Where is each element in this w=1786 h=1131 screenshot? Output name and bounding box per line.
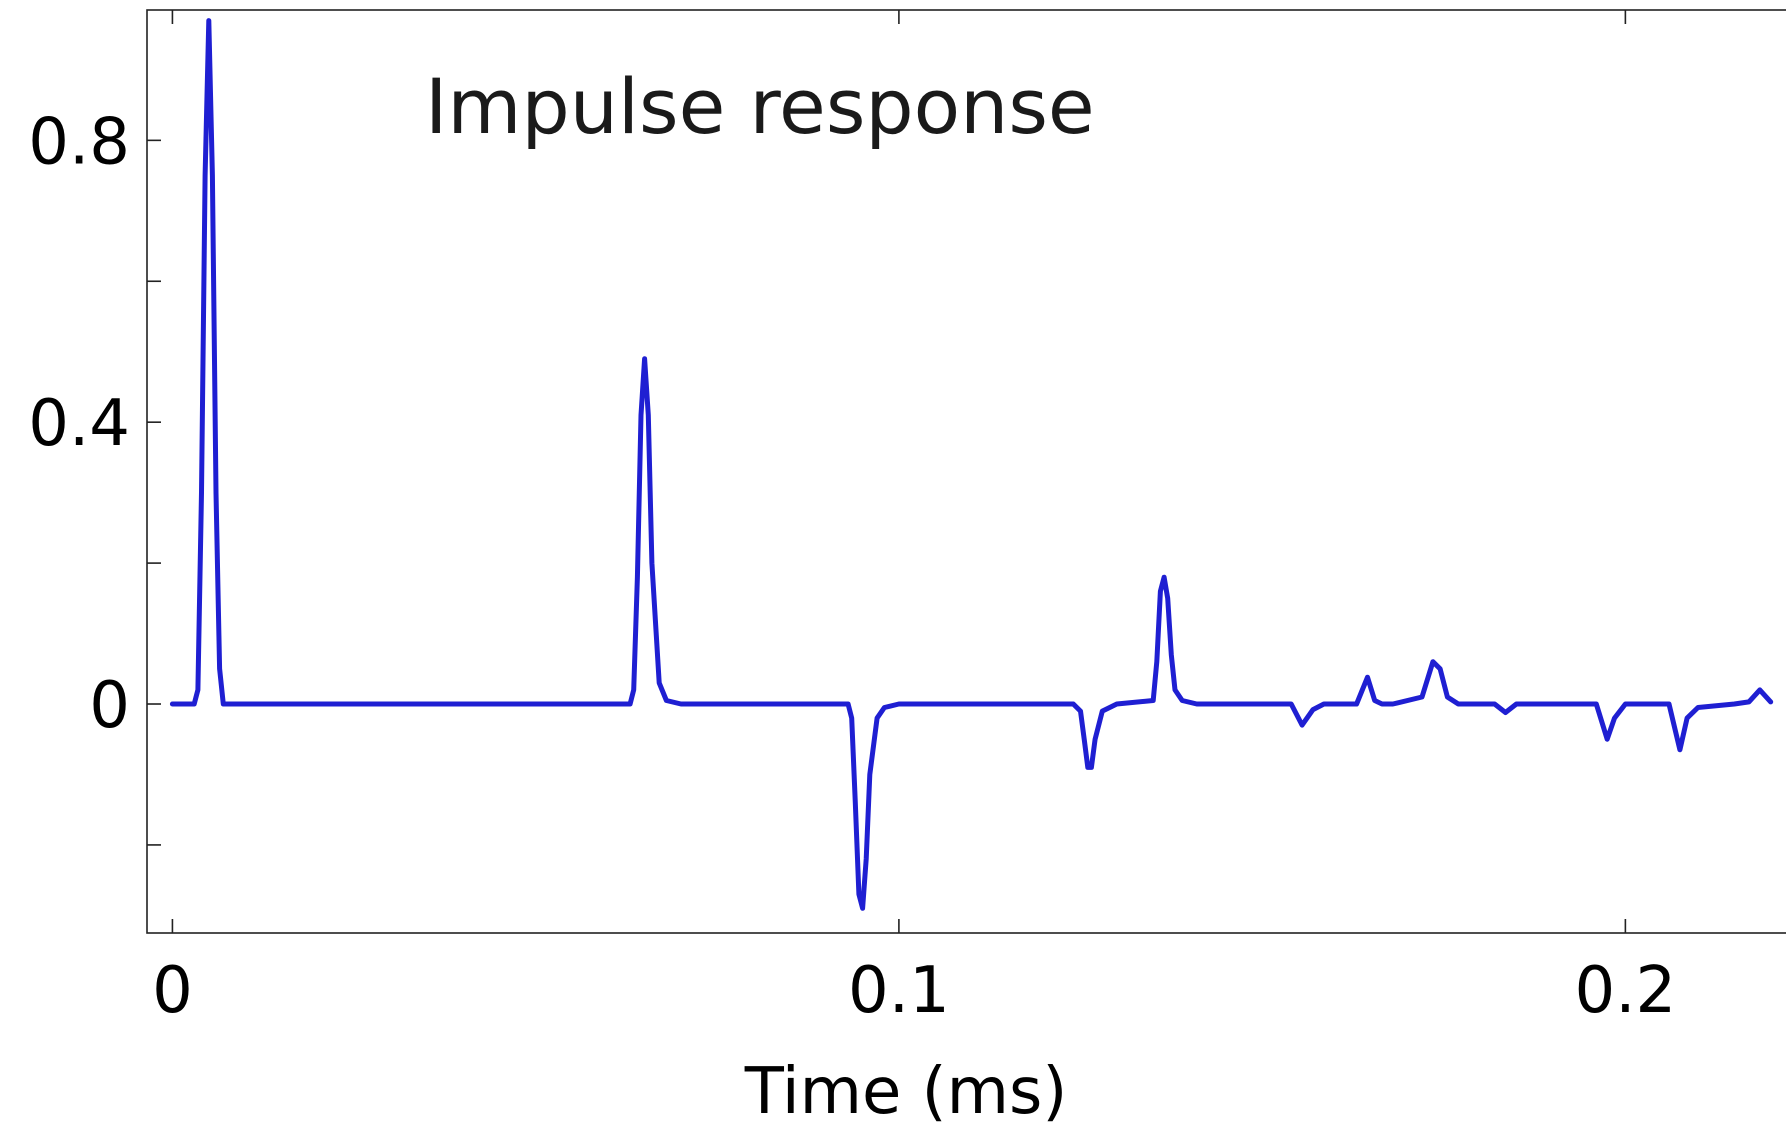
x-tick-label: 0 bbox=[152, 954, 193, 1028]
ticks-layer: 0 0.1 0.2 0 0.4 0.8 bbox=[28, 10, 1676, 1028]
y-tick-label: 0.8 bbox=[28, 105, 130, 179]
y-tick-label: 0.4 bbox=[28, 387, 130, 461]
x-tick-label: 0.1 bbox=[848, 954, 950, 1028]
plot-frame bbox=[146, 9, 1786, 934]
x-tick-label: 0.2 bbox=[1574, 954, 1676, 1028]
x-axis-label: Time (ms) bbox=[744, 1055, 1068, 1126]
y-tick-label: 0 bbox=[89, 669, 130, 743]
chart-title: Impulse response bbox=[425, 62, 1095, 151]
series-line bbox=[169, 18, 1774, 911]
